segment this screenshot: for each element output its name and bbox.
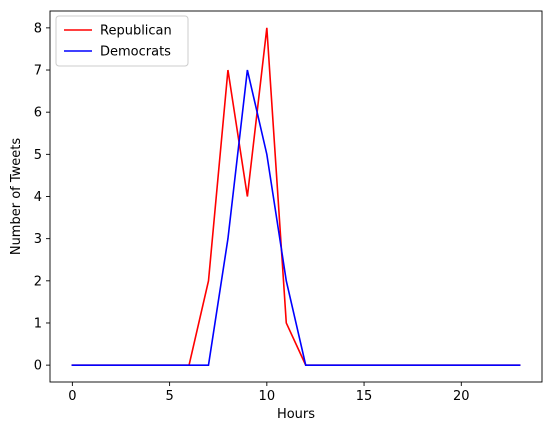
x-tick-label: 20 bbox=[453, 389, 470, 404]
legend-label-republican: Republican bbox=[100, 24, 172, 39]
y-tick-label: 7 bbox=[34, 64, 42, 79]
x-tick-label: 15 bbox=[356, 389, 373, 404]
x-tick-label: 10 bbox=[259, 389, 276, 404]
legend-label-democrats: Democrats bbox=[100, 45, 171, 60]
y-axis-ticks: 0 1 2 3 4 5 6 7 8 bbox=[34, 21, 50, 374]
x-axis-ticks: 0 5 10 15 20 bbox=[68, 382, 470, 404]
y-tick-label: 1 bbox=[34, 316, 42, 331]
y-tick-label: 3 bbox=[34, 232, 42, 247]
y-axis-title: Number of Tweets bbox=[9, 138, 24, 256]
y-tick-label: 2 bbox=[34, 274, 42, 289]
y-tick-label: 8 bbox=[34, 21, 42, 36]
y-tick-label: 6 bbox=[34, 106, 42, 121]
y-tick-label: 0 bbox=[34, 359, 42, 374]
series-line-democrats bbox=[71, 69, 521, 366]
y-tick-label: 5 bbox=[34, 148, 42, 163]
x-axis-title: Hours bbox=[277, 407, 315, 422]
x-tick-label: 0 bbox=[68, 389, 76, 404]
legend: Republican Democrats bbox=[55, 15, 189, 67]
y-tick-label: 4 bbox=[34, 190, 42, 205]
x-tick-label: 5 bbox=[165, 389, 173, 404]
series-layer bbox=[71, 27, 521, 366]
legend-box bbox=[55, 15, 189, 67]
